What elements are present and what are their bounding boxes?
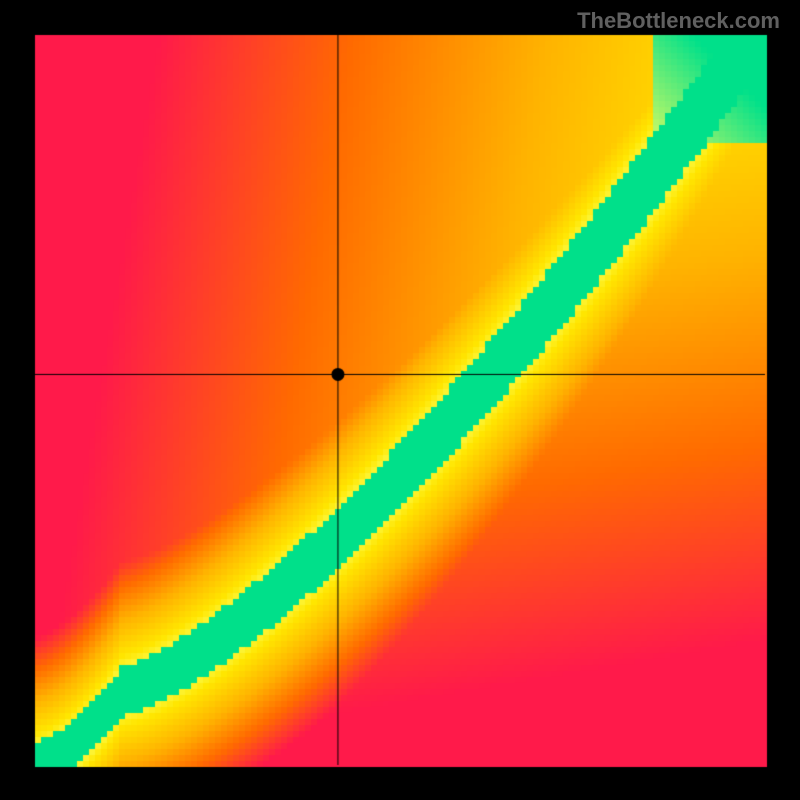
heatmap-canvas xyxy=(0,0,800,800)
watermark-text: TheBottleneck.com xyxy=(577,8,780,34)
chart-container: TheBottleneck.com xyxy=(0,0,800,800)
